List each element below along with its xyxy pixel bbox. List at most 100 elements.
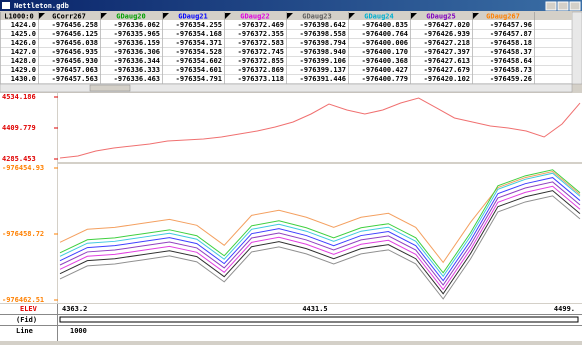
minimize-button[interactable]	[545, 1, 557, 11]
table-cell: -976354.791	[176, 75, 222, 83]
axis-panel	[0, 93, 57, 303]
table-cell: -976372.869	[238, 66, 284, 74]
table-cell: -976336.344	[114, 57, 160, 65]
table-cell: -976354.371	[176, 39, 222, 47]
table-cell: -976427.020	[424, 21, 470, 29]
fid-bar	[59, 316, 579, 323]
header-marker	[163, 13, 169, 19]
table-cell: -976427.397	[424, 48, 470, 56]
table-cell: -976457.96	[490, 21, 532, 29]
scroll-thumb[interactable]	[89, 84, 131, 92]
column-header: GDaug22	[240, 13, 270, 21]
column-header: L1000:0	[4, 13, 34, 21]
table-cell: -976458.37	[490, 48, 532, 56]
table-cell: -976400.170	[362, 48, 408, 56]
table-cell: -976372.855	[238, 57, 284, 65]
table-vscroll[interactable]	[571, 11, 582, 85]
table-cell: -976373.118	[238, 75, 284, 83]
profile-line	[59, 195, 581, 300]
y-tick-label: 4534.186	[2, 93, 36, 101]
header-row	[0, 12, 572, 20]
table-cell: -976335.965	[114, 30, 160, 38]
table-hscroll[interactable]	[0, 83, 573, 93]
fid-label: (Fid)	[16, 316, 37, 324]
table-cell: -976391.446	[300, 75, 346, 83]
profile-line	[59, 97, 581, 159]
column-header: GCorr267	[52, 13, 86, 21]
table-cell: -976354.168	[176, 30, 222, 38]
table-cell: -976456.038	[52, 39, 98, 47]
table-cell: 1425.0	[11, 30, 36, 38]
profile-line	[59, 172, 581, 278]
table-cell: -976399.106	[300, 57, 346, 65]
table-cell: 1429.0	[11, 66, 36, 74]
table-cell: -976456.125	[52, 30, 98, 38]
profile-line	[59, 169, 581, 274]
profile-panel-1	[58, 93, 582, 162]
table-cell: -976398.642	[300, 21, 346, 29]
table-cell: -976398.794	[300, 39, 346, 47]
table-cell: -976398.558	[300, 30, 346, 38]
line-label: Line	[16, 327, 33, 335]
profile-panel-2	[58, 164, 582, 303]
header-marker	[225, 13, 231, 19]
header-marker	[411, 13, 417, 19]
header-marker	[287, 13, 293, 19]
table-cell: -976456.258	[52, 21, 98, 29]
header-marker	[349, 13, 355, 19]
header-marker	[473, 13, 479, 19]
profile-line	[59, 177, 581, 282]
table-cell: -976459.26	[490, 75, 532, 83]
window-title: Nettleton.gdb	[14, 2, 69, 10]
table-cell: -976427.679	[424, 66, 470, 74]
table-cell: -976336.306	[114, 48, 160, 56]
table-cell: 1428.0	[11, 57, 36, 65]
line-value: 1000	[70, 327, 87, 335]
y-tick-label: 4409.779	[2, 124, 36, 132]
column-header: GDaug24	[364, 13, 394, 21]
table-cell: -976400.779	[362, 75, 408, 83]
table-cell: -976354.602	[176, 57, 222, 65]
table-cell: -976400.006	[362, 39, 408, 47]
column-header: GDaug20	[116, 13, 146, 21]
table-cell: 1427.0	[11, 48, 36, 56]
profile-line	[59, 181, 581, 286]
table-cell: -976456.930	[52, 57, 98, 65]
table-cell: -976420.102	[424, 75, 470, 83]
table-cell: -976400.427	[362, 66, 408, 74]
table-cell: 1426.0	[11, 39, 36, 47]
table-cell: -976336.463	[114, 75, 160, 83]
table-cell: -976427.613	[424, 57, 470, 65]
table-area	[0, 12, 572, 84]
table-cell: -976457.87	[490, 30, 532, 38]
fid-tick-label: 4499.	[554, 305, 575, 313]
column-header: GDaug267	[486, 13, 520, 21]
table-cell: 1424.0	[11, 21, 36, 29]
y-tick-label: -976454.93	[2, 164, 44, 172]
header-marker	[101, 13, 107, 19]
table-cell: -976336.062	[114, 21, 160, 29]
header-marker	[39, 13, 45, 19]
table-cell: -976400.835	[362, 21, 408, 29]
column-header: GDaug21	[178, 13, 208, 21]
table-cell: 1430.0	[11, 75, 36, 83]
close-button[interactable]	[569, 1, 581, 11]
table-cell: -976457.063	[52, 66, 98, 74]
table-cell: -976400.368	[362, 57, 408, 65]
table-cell: -976398.940	[300, 48, 346, 56]
profile-line	[59, 190, 581, 295]
y-tick-label: -976458.72	[2, 230, 44, 238]
table-cell: -976457.563	[52, 75, 98, 83]
table-cell: -976336.159	[114, 39, 160, 47]
table-cell: -976426.939	[424, 30, 470, 38]
maximize-button[interactable]	[557, 1, 569, 11]
table-cell: -976399.137	[300, 66, 346, 74]
table-cell: -976458.18	[490, 39, 532, 47]
table-cell: -976336.333	[114, 66, 160, 74]
table-cell: -976458.73	[490, 66, 532, 74]
channel-name: ELEV	[20, 305, 38, 313]
table-cell: -976372.745	[238, 48, 284, 56]
table-cell: -976354.255	[176, 21, 222, 29]
